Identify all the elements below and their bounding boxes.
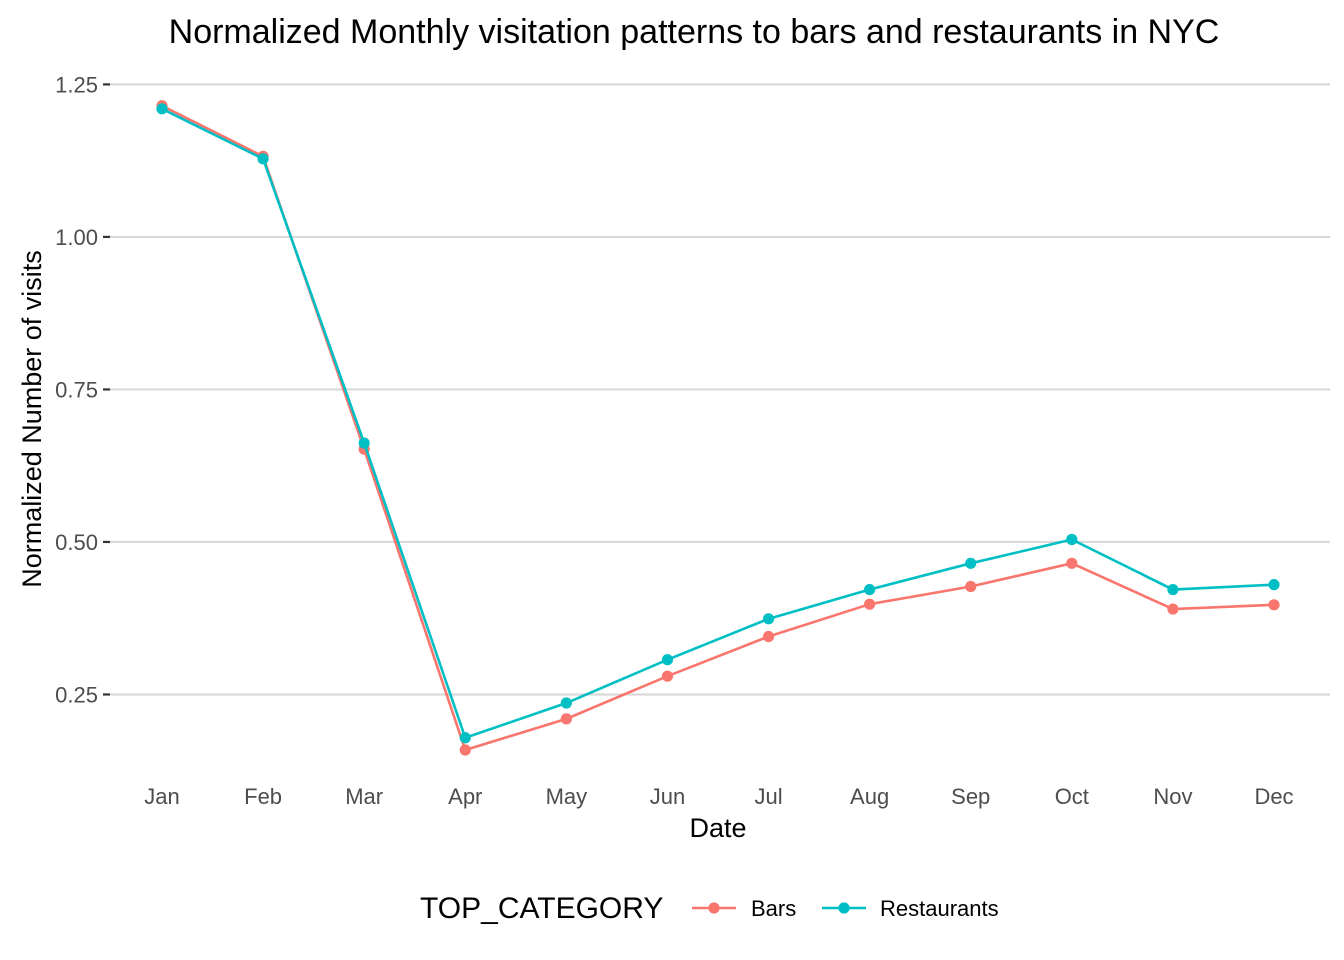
- data-point-bars: [1167, 603, 1179, 615]
- x-axis: Jan Feb Mar Apr May Jun Jul Aug Sep Oct Nov Dec: [144, 784, 1293, 809]
- legend-key-point: [838, 902, 850, 914]
- y-axis: 0.25 0.50 0.75 1.00 1.25: [55, 72, 110, 707]
- chart-title: Normalized Monthly visitation patterns t…: [169, 13, 1220, 51]
- data-point-bars: [965, 580, 977, 593]
- data-point-restaurants: [965, 557, 977, 569]
- x-tick-label: Mar: [345, 784, 383, 809]
- data-point-bars: [864, 598, 876, 610]
- series-line-bars: [161, 104, 1275, 752]
- legend-label: Restaurants: [880, 896, 999, 921]
- data-point-restaurants: [459, 732, 471, 744]
- y-axis-title: Normalized Number of visits: [17, 250, 47, 588]
- x-tick-label: Feb: [244, 784, 282, 809]
- series-line-restaurants: [161, 107, 1275, 740]
- data-point-restaurants: [661, 654, 674, 666]
- gridlines: [110, 83, 1330, 696]
- legend-label: Bars: [751, 896, 796, 921]
- data-point-restaurants: [1268, 579, 1280, 591]
- x-tick-label: Dec: [1254, 784, 1293, 809]
- legend-item-bars: Bars: [692, 896, 796, 921]
- data-point-restaurants: [1167, 583, 1179, 596]
- x-tick-label: Apr: [448, 784, 482, 809]
- x-tick-label: Oct: [1055, 784, 1089, 809]
- y-tick-label: 0.25: [55, 682, 98, 707]
- data-point-bars: [1066, 557, 1078, 569]
- x-tick-label: Nov: [1153, 784, 1192, 809]
- data-point-restaurants: [257, 153, 269, 165]
- data-point-bars: [459, 744, 471, 756]
- data-point-restaurants: [560, 697, 572, 709]
- x-tick-label: Sep: [951, 784, 990, 809]
- legend-key-point: [708, 902, 720, 914]
- data-point-restaurants: [1066, 533, 1078, 546]
- series-restaurants: [156, 103, 1280, 744]
- data-point-restaurants: [156, 103, 168, 115]
- data-point-restaurants: [864, 583, 876, 596]
- x-tick-label: Jun: [650, 784, 685, 809]
- x-tick-label: Jan: [144, 784, 179, 809]
- x-tick-label: May: [546, 784, 588, 809]
- x-tick-label: Jul: [754, 784, 782, 809]
- data-point-bars: [661, 670, 674, 682]
- x-tick-label: Aug: [850, 784, 889, 809]
- y-tick-label: 0.50: [55, 530, 98, 555]
- y-tick-label: 1.00: [55, 225, 98, 250]
- x-axis-title: Date: [689, 813, 746, 843]
- legend: TOP_CATEGORY Bars Restaurants: [420, 892, 999, 925]
- series-bars: [156, 100, 1280, 756]
- y-tick-label: 0.75: [55, 377, 98, 402]
- data-point-bars: [1268, 599, 1280, 611]
- legend-item-restaurants: Restaurants: [822, 896, 999, 921]
- data-point-bars: [762, 630, 775, 643]
- legend-title: TOP_CATEGORY: [420, 892, 663, 925]
- data-point-restaurants: [762, 613, 775, 625]
- y-tick-label: 1.25: [55, 72, 98, 97]
- data-point-restaurants: [358, 437, 370, 449]
- plot-area: [156, 100, 1280, 756]
- data-point-bars: [560, 713, 572, 725]
